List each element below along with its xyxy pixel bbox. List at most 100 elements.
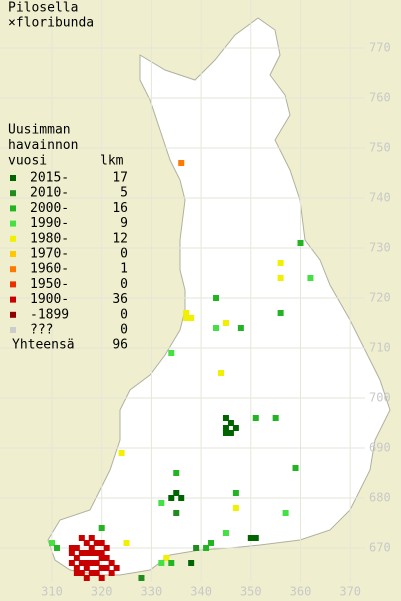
x-label: 330 bbox=[141, 585, 163, 599]
record-square bbox=[183, 315, 190, 321]
total-label: Yhteensä bbox=[12, 338, 75, 353]
legend-count: 1 bbox=[120, 262, 128, 277]
record-square bbox=[297, 240, 304, 246]
record-square bbox=[307, 275, 314, 281]
record-square bbox=[272, 415, 279, 421]
record-square bbox=[78, 570, 85, 576]
record-square bbox=[232, 425, 239, 431]
y-label: 680 bbox=[369, 491, 391, 505]
record-square bbox=[237, 325, 244, 331]
legend-label: 2000- bbox=[30, 201, 69, 216]
legend-heading: havainnon bbox=[8, 138, 78, 153]
legend-label: 2010- bbox=[30, 186, 69, 201]
record-square bbox=[193, 545, 200, 551]
record-square bbox=[252, 415, 259, 421]
record-square bbox=[208, 540, 215, 546]
legend-label: 1950- bbox=[30, 277, 69, 292]
legend-swatch bbox=[10, 281, 16, 288]
record-square bbox=[98, 565, 105, 571]
record-square bbox=[213, 325, 220, 331]
legend-label: 1990- bbox=[30, 216, 69, 231]
record-square bbox=[103, 565, 110, 571]
legend-label: ??? bbox=[30, 323, 53, 338]
legend-count: 0 bbox=[120, 277, 128, 292]
record-square bbox=[93, 550, 100, 556]
record-square bbox=[98, 540, 105, 546]
record-square bbox=[232, 490, 239, 496]
record-square bbox=[277, 275, 284, 281]
record-square bbox=[83, 560, 90, 566]
legend-swatch bbox=[10, 205, 16, 212]
record-square bbox=[203, 545, 210, 551]
y-label: 710 bbox=[369, 341, 391, 355]
record-square bbox=[222, 415, 229, 421]
record-square bbox=[188, 560, 195, 566]
record-square bbox=[222, 430, 229, 436]
record-square bbox=[173, 470, 180, 476]
record-square bbox=[98, 575, 105, 581]
record-square bbox=[108, 560, 115, 566]
record-square bbox=[227, 420, 234, 426]
y-label: 690 bbox=[369, 441, 391, 455]
record-square bbox=[88, 560, 95, 566]
record-square bbox=[282, 510, 289, 516]
record-square bbox=[88, 535, 95, 541]
y-label: 700 bbox=[369, 391, 391, 405]
record-square bbox=[213, 295, 220, 301]
record-square bbox=[78, 560, 85, 566]
record-square bbox=[98, 525, 105, 531]
x-label: 320 bbox=[91, 585, 113, 599]
record-square bbox=[98, 550, 105, 556]
record-square bbox=[83, 550, 90, 556]
legend-swatch bbox=[10, 327, 16, 333]
legend-label: 1960- bbox=[30, 262, 69, 277]
squares bbox=[49, 160, 314, 581]
record-square bbox=[222, 530, 229, 536]
x-label: 360 bbox=[290, 585, 312, 599]
record-square bbox=[232, 505, 239, 511]
record-square bbox=[178, 495, 185, 501]
x-label: 370 bbox=[339, 585, 361, 599]
record-square bbox=[138, 575, 145, 581]
record-square bbox=[222, 425, 229, 431]
record-square bbox=[168, 495, 175, 501]
record-square bbox=[277, 260, 284, 266]
record-square bbox=[83, 575, 90, 581]
record-square bbox=[168, 560, 175, 566]
record-square bbox=[292, 465, 299, 471]
record-square bbox=[78, 535, 85, 541]
legend-count: 17 bbox=[112, 171, 128, 186]
record-square bbox=[98, 555, 105, 561]
record-square bbox=[53, 545, 60, 551]
record-square bbox=[118, 450, 125, 456]
title: Pilosella bbox=[8, 1, 78, 16]
record-square bbox=[49, 540, 55, 546]
record-square bbox=[247, 535, 254, 541]
record-square bbox=[73, 565, 80, 571]
record-square bbox=[188, 315, 195, 321]
y-label: 770 bbox=[369, 41, 391, 55]
record-square bbox=[93, 540, 100, 546]
legend-heading: vuosi bbox=[8, 154, 47, 169]
legend-label: 1900- bbox=[30, 292, 69, 307]
legend-count: 16 bbox=[112, 201, 128, 216]
record-square bbox=[103, 555, 110, 561]
legend-swatch bbox=[10, 266, 16, 273]
record-square bbox=[83, 540, 90, 546]
record-square bbox=[108, 570, 115, 576]
record-square bbox=[73, 570, 80, 576]
record-square bbox=[173, 510, 180, 516]
y-label: 760 bbox=[369, 91, 391, 105]
record-square bbox=[78, 550, 85, 556]
record-square bbox=[158, 560, 165, 566]
record-square bbox=[178, 160, 185, 166]
record-square bbox=[103, 545, 110, 551]
record-square bbox=[93, 560, 100, 566]
subtitle: ×floribunda bbox=[8, 16, 94, 31]
legend-swatch bbox=[10, 235, 16, 242]
y-label: 670 bbox=[369, 541, 391, 555]
legend-swatch bbox=[10, 251, 16, 257]
y-label: 720 bbox=[369, 291, 391, 305]
x-label: 310 bbox=[41, 585, 63, 599]
